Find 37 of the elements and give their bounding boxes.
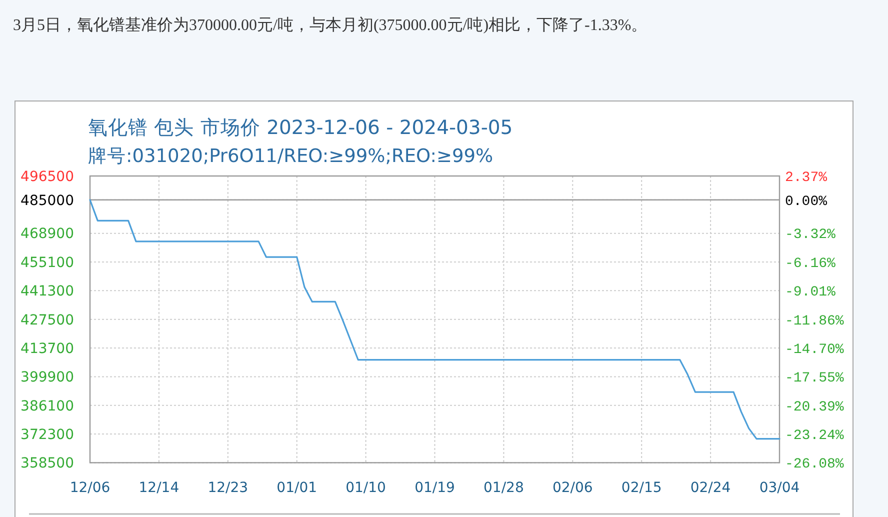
x-tick-label: 02/24	[690, 480, 731, 496]
x-tick-label: 12/06	[70, 480, 110, 496]
y-tick-label: 485000	[20, 192, 74, 209]
x-tick-label: 03/04	[759, 480, 800, 496]
y-tick-label: 427500	[20, 312, 74, 328]
x-tick-label: 01/10	[346, 480, 386, 496]
x-tick-label: 02/06	[552, 480, 593, 496]
text: 3月5日，氧化镨基准价为370000.00元/吨，与本月初(375000.00元/吨)相比，下降了-1.33%。	[13, 16, 648, 36]
chart-title: 氧化镨 包头 市场价 2023-12-06 - 2024-03-05	[88, 116, 513, 139]
x-tick-label: 01/28	[484, 480, 524, 496]
y2-tick-label: -9.01%	[785, 284, 836, 301]
y-tick-label: 455100	[20, 254, 74, 271]
y2-tick-label: -14.70%	[785, 342, 844, 358]
y-tick-label: 372300	[20, 426, 74, 443]
y-tick-label: 399900	[20, 370, 74, 386]
y2-tick-label: -11.86%	[785, 313, 844, 330]
y2-tick-label: -6.16%	[785, 256, 836, 272]
y-tick-label: 441300	[20, 284, 74, 300]
y2-tick-label: 0.00%	[785, 194, 828, 210]
y-tick-label: 496500	[20, 168, 74, 185]
y-tick-label: 386100	[20, 398, 74, 414]
x-tick-label: 12/23	[208, 480, 248, 496]
y2-tick-label: -23.24%	[785, 428, 844, 444]
x-tick-label: 02/15	[621, 480, 662, 496]
x-tick-label: 12/14	[138, 480, 180, 496]
y2-tick-label: 2.37%	[785, 170, 828, 186]
y-tick-label: 468900	[20, 226, 74, 242]
y-tick-label: 358500	[20, 456, 74, 472]
x-tick-label: 01/01	[276, 480, 318, 496]
chart-subtitle: 牌号:031020;Pr6O11/REO:≥99%;REO:≥99%	[88, 146, 494, 167]
y2-tick-label: -17.55%	[785, 370, 844, 387]
x-tick-label: 01/19	[414, 480, 455, 496]
y-tick-label: 413700	[20, 340, 74, 357]
y2-tick-label: -20.39%	[785, 399, 844, 416]
line-series	[89, 199, 780, 440]
y2-tick-label: -3.32%	[785, 227, 836, 244]
y2-tick-label: -26.08%	[785, 456, 844, 473]
